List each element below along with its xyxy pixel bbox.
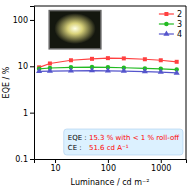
annotation-label: CE : (68, 144, 86, 152)
chart-container: 10 100 1000 0.1 1 10 100 234 EQE : 15.3 % with <… (0, 0, 195, 189)
plot-area: 10 100 1000 0.1 1 10 100 234 EQE : 15.3 % with <… (13, 6, 187, 173)
series-point (142, 68, 148, 73)
y-tick-label: 0.1 (15, 155, 28, 164)
series-point (69, 58, 73, 62)
series-point (159, 58, 163, 62)
legend: 234 (159, 10, 182, 39)
series-point (48, 61, 52, 65)
y-tick-label: 100 (13, 16, 28, 25)
y-tick: 100 (13, 16, 34, 25)
chart: 10 100 1000 0.1 1 10 100 234 EQE : 15.3 % with <… (0, 0, 195, 189)
x-tick: 1000 (151, 159, 171, 173)
x-tick-label: 1000 (151, 164, 171, 173)
x-axis-line (35, 160, 187, 164)
series-point (105, 67, 111, 72)
series-point (89, 67, 95, 72)
x-tick: 10 (50, 159, 60, 173)
legend-entry: 3 (159, 20, 182, 29)
series-point (68, 67, 74, 72)
x-axis: 10 100 1000 (35, 159, 187, 173)
inset-image (49, 11, 101, 49)
series-point (175, 60, 179, 64)
x-tick-label: 10 (50, 164, 60, 173)
legend-entry: 2 (159, 10, 182, 19)
legend-label: 4 (177, 30, 182, 39)
annotation-text: 15.3 % with < 1 % roll-off (89, 134, 179, 142)
legend-marker (163, 30, 169, 35)
series-point (36, 68, 42, 73)
x-axis-title: Luminance / cd m⁻² (71, 178, 150, 187)
y-tick-mark (30, 20, 34, 21)
legend-label: 2 (177, 10, 182, 19)
series-point (158, 69, 164, 74)
series-point (143, 57, 147, 61)
y-tick-label: 10 (18, 62, 28, 71)
annotation-box (64, 129, 183, 155)
inset-photo (49, 11, 101, 49)
frame-top (34, 6, 186, 7)
legend-label: 3 (177, 20, 182, 29)
series-point (106, 56, 110, 60)
x-tick-mark (108, 159, 109, 163)
series-point (122, 56, 126, 60)
legend-marker (164, 12, 168, 16)
annotation: EQE : 15.3 % with < 1 % roll-offCE : 51.… (64, 129, 183, 155)
x-tick: 100 (101, 159, 116, 173)
data-marks (36, 56, 180, 75)
y-tick-mark (30, 159, 34, 160)
y-axis-title: EQE / % (2, 66, 11, 98)
x-tick-label: 100 (101, 164, 116, 173)
frame-right (186, 6, 187, 159)
y-axis: 0.1 1 10 100 (13, 7, 35, 165)
series-point (121, 68, 127, 73)
annotation-label: EQE : (68, 134, 89, 142)
legend-marker (164, 22, 169, 27)
series-point (90, 57, 94, 61)
series-point (47, 68, 53, 73)
y-tick-mark (30, 66, 34, 67)
y-tick-label: 1 (23, 109, 28, 118)
legend-entry: 4 (159, 30, 182, 39)
y-tick: 1 (23, 109, 34, 118)
y-tick: 10 (18, 62, 34, 71)
series-point (174, 69, 180, 74)
y-tick: 0.1 (15, 155, 34, 164)
x-tick-mark (55, 159, 56, 163)
y-tick-mark (30, 113, 34, 114)
y-axis-line (30, 7, 35, 160)
annotation-text: 51.6 cd A⁻¹ (89, 144, 129, 152)
x-tick-mark (161, 159, 162, 163)
